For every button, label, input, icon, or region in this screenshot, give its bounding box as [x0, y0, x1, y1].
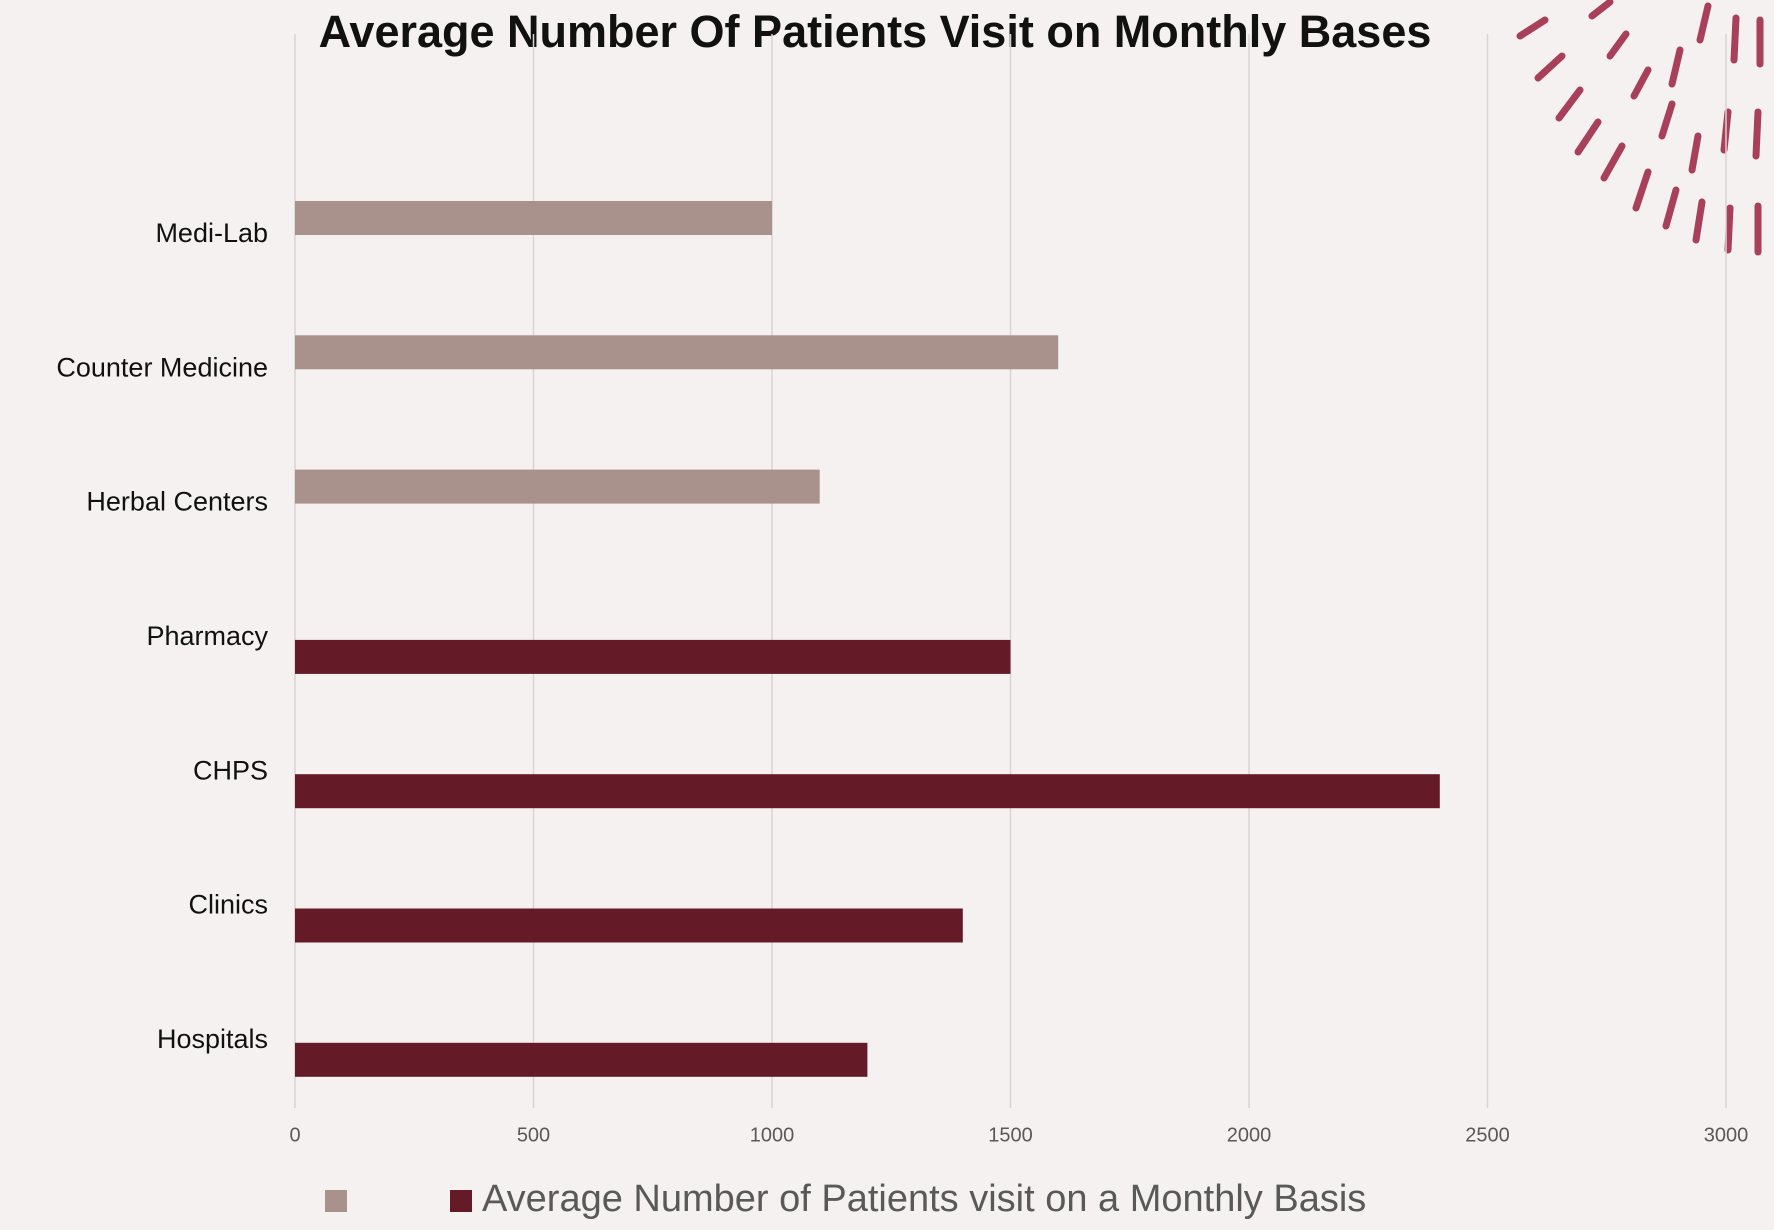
y-tick-label: Herbal Centers	[86, 487, 268, 517]
x-tick-label: 2000	[1227, 1124, 1272, 1146]
y-tick-label: CHPS	[193, 755, 268, 785]
bar	[295, 774, 1440, 809]
x-tick-label: 3000	[1704, 1124, 1749, 1146]
y-tick-label: Clinics	[188, 890, 268, 920]
bar	[295, 335, 1059, 370]
legend-swatch	[450, 1190, 472, 1212]
x-tick-label: 1500	[988, 1124, 1033, 1146]
legend-label: Average Number of Patients visit on a Mo…	[482, 1178, 1366, 1220]
x-tick-label: 1000	[750, 1124, 795, 1146]
bar	[295, 469, 820, 504]
legend-swatch	[325, 1190, 347, 1212]
y-tick-label: Counter Medicine	[56, 352, 268, 382]
x-tick-label: 500	[517, 1124, 550, 1146]
y-tick-label: Hospitals	[157, 1024, 268, 1054]
x-tick-label: 2500	[1465, 1124, 1510, 1146]
bar	[295, 908, 963, 943]
y-tick-label: Medi-Lab	[155, 218, 268, 248]
bar	[295, 201, 772, 235]
y-tick-label: Pharmacy	[146, 621, 268, 651]
bar	[295, 639, 1011, 674]
chart-title: Average Number Of Patients Visit on Mont…	[319, 6, 1432, 57]
x-tick-label: 0	[289, 1124, 300, 1146]
decoration	[1516, 0, 1764, 256]
bar	[295, 1042, 868, 1077]
